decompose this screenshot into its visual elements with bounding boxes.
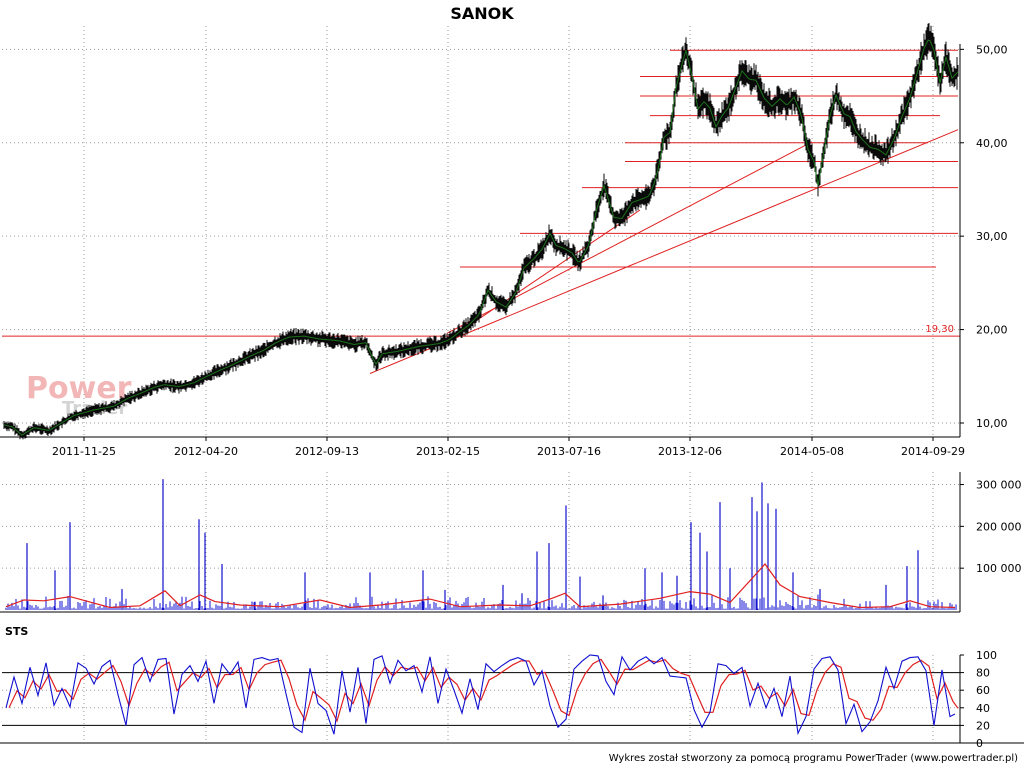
x-tick-label: 2013-12-06 [658, 445, 722, 458]
x-tick-label: 2012-09-13 [295, 445, 359, 458]
price-y-tick-label: 50,00 [976, 43, 1008, 56]
x-tick-label: 2014-05-08 [780, 445, 844, 458]
price-close-line [3, 39, 959, 436]
sts-y-tick-label: 80 [976, 667, 990, 680]
volume-y-tick-label: 200 000 [976, 520, 1022, 533]
volume-panel [5, 479, 957, 610]
x-tick-label: 2013-07-16 [537, 445, 601, 458]
sts-y-tick-label: 60 [976, 684, 990, 697]
panel-frames [0, 44, 1024, 744]
sts-y-tick-label: 0 [976, 737, 983, 750]
price-y-tick-label: 10,00 [976, 417, 1008, 430]
price-y-tick-label: 20,00 [976, 324, 1008, 337]
sts-y-tick-label: 100 [976, 649, 997, 662]
price-y-tick-label: 40,00 [976, 137, 1008, 150]
x-tick-label: 2014-09-29 [901, 445, 965, 458]
sts-y-tick-label: 20 [976, 719, 990, 732]
axis-labels: 10,00 20,00 30,00 40,00 50,00 2011-11-25 2012-… [52, 43, 1021, 750]
sts-d-line [8, 658, 959, 723]
volume-y-tick-label: 300 000 [976, 479, 1022, 492]
footer-credit: Wykres został stworzony za pomocą progra… [609, 753, 1018, 764]
reference-line-label: 19,30 [925, 324, 954, 335]
sts-panel-title: STS [5, 625, 28, 638]
sts-y-tick-label: 40 [976, 702, 990, 715]
volume-average-line [5, 563, 956, 609]
chart-title: SANOK [450, 4, 514, 23]
price-y-tick-label: 30,00 [976, 230, 1008, 243]
x-tick-label: 2013-02-15 [416, 445, 480, 458]
price-panel: 19,30 [2, 23, 960, 440]
x-tick-label: 2011-11-25 [52, 445, 116, 458]
sts-panel [2, 654, 960, 736]
sts-k-line [5, 654, 956, 736]
volume-y-tick-label: 100 000 [976, 562, 1022, 575]
x-tick-label: 2012-04-20 [174, 445, 238, 458]
